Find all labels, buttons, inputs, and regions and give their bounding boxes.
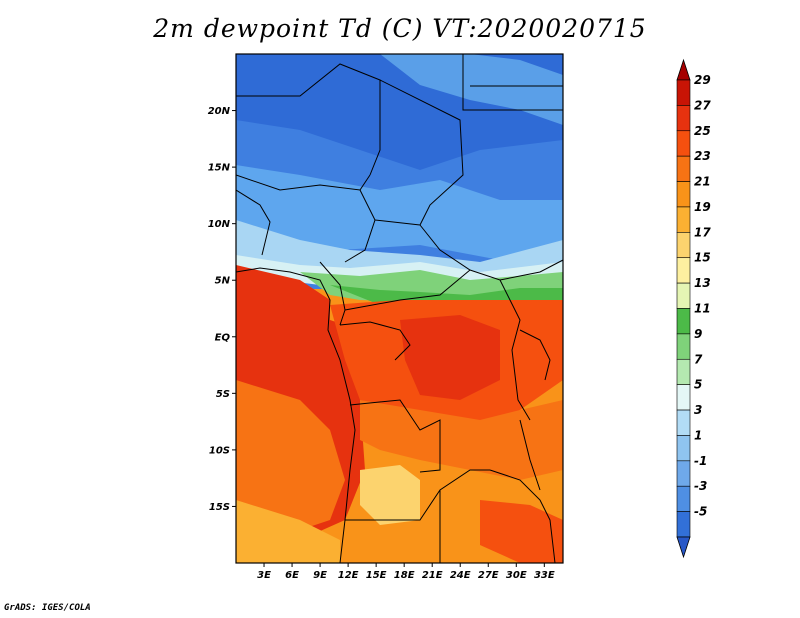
border-lake-malawi <box>519 419 541 491</box>
colorbar-label: 27 <box>694 98 711 112</box>
lon-tick-label: 12E <box>338 570 359 581</box>
lon-tick-label: 33E <box>534 570 555 581</box>
border-niger-nigeria <box>236 174 371 191</box>
colorbar-swatch <box>676 232 691 259</box>
colorbar-swatch <box>676 435 691 462</box>
colorbar-swatch <box>676 308 691 335</box>
colorbar-swatch <box>676 206 691 233</box>
colorbar-swatch <box>676 257 691 284</box>
colorbar-swatch <box>676 155 691 182</box>
plot-frame <box>235 53 564 564</box>
colorbar-label: 1 <box>694 428 702 442</box>
lat-tick-label: 10N <box>208 219 231 230</box>
field-congo-core <box>400 315 500 400</box>
country-borders <box>236 54 563 563</box>
grads-credit: GrADS: IGES/COLA <box>4 603 91 613</box>
colorbar-label: 15 <box>694 251 711 265</box>
lon-tick-label: 9E <box>313 570 327 581</box>
lon-tick-label: 21E <box>422 570 443 581</box>
colorbar-label: 29 <box>694 73 711 87</box>
colorbar-label: 25 <box>694 124 711 138</box>
colorbar-label: 7 <box>694 352 703 366</box>
lon-tick-label: 18E <box>394 570 415 581</box>
border-chad-nigeria <box>344 189 376 263</box>
colorbar: 29 27 25 23 21 19 17 15 13 11 9 7 5 3 1 -1 -3 -5 <box>676 58 711 559</box>
colorbar-swatch <box>676 333 691 360</box>
border-chad-car <box>374 219 421 226</box>
border-egypt <box>462 54 563 111</box>
colorbar-label: -5 <box>694 505 707 519</box>
border-angola-drc <box>349 399 441 473</box>
field-mozambique <box>480 500 563 563</box>
colorbar-bottom-arrow <box>676 536 691 559</box>
lon-tick-label: 6E <box>285 570 299 581</box>
colorbar-swatch <box>676 181 691 208</box>
lat-tick-label: 5N <box>215 276 231 287</box>
colorbar-label: -1 <box>694 454 707 468</box>
border-lake-victoria <box>519 329 551 381</box>
border-sudan-south <box>419 224 563 281</box>
coastline-west-africa <box>236 267 356 563</box>
colorbar-label: 11 <box>694 302 711 316</box>
field-sahara-band <box>380 54 563 125</box>
colorbar-top-arrow <box>676 58 691 81</box>
colorbar-label: 17 <box>694 225 711 239</box>
lon-tick-label: 15E <box>366 570 387 581</box>
lon-tick-label: 3E <box>257 570 271 581</box>
lon-tick-label: 27E <box>478 570 499 581</box>
colorbar-label: -3 <box>694 479 707 493</box>
field-light-blue-band <box>236 220 563 275</box>
colorbar-label: 23 <box>694 149 711 163</box>
colorbar-swatch <box>676 460 691 487</box>
colorbar-swatch <box>676 511 691 538</box>
colorbar-swatch <box>676 105 691 132</box>
colorbar-swatch <box>676 358 691 385</box>
border-benin <box>236 189 271 256</box>
lat-tick-label: EQ <box>215 332 231 343</box>
colorbar-swatch <box>676 485 691 512</box>
field-southern-congo <box>360 400 563 480</box>
lat-tick-label: 15N <box>208 163 231 174</box>
colorbar-label: 9 <box>694 327 702 341</box>
colorbar-label: 5 <box>694 378 702 392</box>
colorbar-label: 3 <box>694 403 702 417</box>
lat-tick-label: 10S <box>209 445 230 456</box>
latitude-axis: 20N 15N 10N 5N EQ 5S 10S 15S <box>208 106 236 513</box>
field-sahel-moist-blue <box>236 165 563 260</box>
lon-tick-label: 30E <box>506 570 527 581</box>
lat-tick-label: 5S <box>216 389 230 400</box>
border-libya-chad <box>379 79 464 226</box>
field-kalahari-dry <box>360 465 420 525</box>
colorbar-swatch <box>676 409 691 436</box>
dewpoint-field <box>236 54 563 563</box>
colorbar-swatch <box>676 282 691 309</box>
border-namibia-botswana <box>345 469 490 521</box>
border-gabon-congo <box>339 321 411 361</box>
border-cameroon <box>319 261 346 326</box>
border-zimbabwe-mozambique <box>489 469 556 563</box>
map-title: 2m dewpoint Td (C) VT:2020020715 <box>153 14 647 43</box>
lat-tick-label: 15S <box>209 502 230 513</box>
longitude-axis: 3E 6E 9E 12E 15E 18E 21E 24E 27E 30E 33E <box>257 563 555 581</box>
lat-tick-label: 20N <box>208 106 231 117</box>
colorbar-swatch <box>676 130 691 157</box>
colorbar-label: 19 <box>694 200 711 214</box>
colorbar-label: 21 <box>694 175 711 189</box>
colorbar-swatch <box>676 384 691 411</box>
border-car-congo <box>344 269 471 311</box>
lon-tick-label: 24E <box>450 570 471 581</box>
field-southwest-ocean <box>236 380 345 530</box>
colorbar-label: 13 <box>694 276 711 290</box>
border-drc-east <box>499 279 531 421</box>
colorbar-swatch <box>676 79 691 106</box>
field-southwest-corner <box>236 500 340 563</box>
